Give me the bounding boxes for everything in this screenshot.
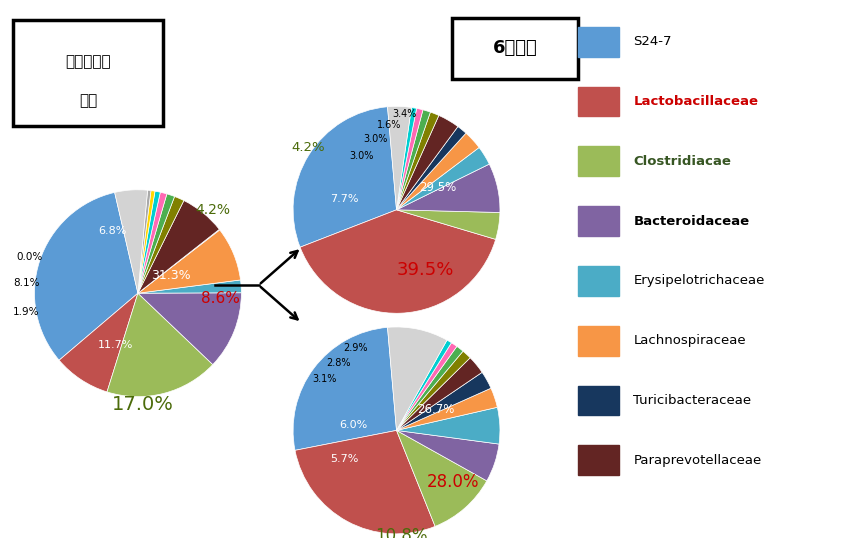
Bar (577, 266, 618, 296)
Text: Lachnospiraceae: Lachnospiraceae (633, 334, 745, 347)
Text: Lactobacillaceae: Lactobacillaceae (633, 95, 758, 108)
Wedge shape (115, 190, 147, 293)
Wedge shape (396, 407, 499, 444)
Text: 水切り替え: 水切り替え (65, 54, 111, 69)
Text: Erysipelotrichaceae: Erysipelotrichaceae (633, 274, 764, 287)
Wedge shape (138, 229, 220, 293)
Text: 8.6%: 8.6% (201, 291, 240, 306)
FancyBboxPatch shape (14, 19, 163, 126)
Text: 26.7%: 26.7% (417, 403, 454, 416)
Bar (577, 146, 618, 176)
FancyBboxPatch shape (452, 18, 577, 79)
Bar (577, 326, 618, 356)
Wedge shape (138, 191, 160, 293)
Bar (577, 27, 618, 56)
Wedge shape (396, 388, 497, 430)
Wedge shape (138, 192, 167, 293)
Wedge shape (107, 293, 213, 397)
Bar (577, 445, 618, 475)
Wedge shape (396, 343, 456, 430)
Text: 0.0%: 0.0% (16, 252, 42, 262)
Wedge shape (396, 108, 423, 210)
Wedge shape (293, 107, 396, 247)
Wedge shape (396, 430, 486, 526)
Text: 直前: 直前 (79, 94, 97, 108)
Text: 1.9%: 1.9% (13, 307, 40, 317)
Wedge shape (396, 108, 416, 210)
Text: 28.0%: 28.0% (427, 473, 479, 491)
Wedge shape (138, 230, 240, 293)
Text: Turicibacteraceae: Turicibacteraceae (633, 394, 751, 407)
Text: 2.9%: 2.9% (343, 343, 367, 352)
Wedge shape (396, 430, 499, 481)
Text: 17.0%: 17.0% (112, 395, 174, 414)
Wedge shape (34, 193, 138, 360)
Wedge shape (138, 194, 175, 293)
Wedge shape (396, 340, 451, 430)
Text: 天領水群: 天領水群 (376, 352, 416, 370)
Text: 8.1%: 8.1% (13, 278, 40, 288)
Text: Bacteroidaceae: Bacteroidaceae (633, 215, 749, 228)
Text: Clostridiacae: Clostridiacae (633, 155, 730, 168)
Wedge shape (396, 112, 438, 210)
Wedge shape (294, 430, 435, 534)
Text: 5.7%: 5.7% (331, 455, 358, 464)
Wedge shape (138, 190, 155, 293)
Wedge shape (138, 196, 183, 293)
Bar (577, 386, 618, 415)
Text: Paraprevotellaceae: Paraprevotellaceae (633, 454, 761, 467)
Text: 2.8%: 2.8% (326, 358, 350, 368)
Wedge shape (396, 351, 469, 430)
Text: 31.3%: 31.3% (151, 269, 190, 282)
Wedge shape (293, 327, 396, 450)
Wedge shape (138, 201, 219, 293)
Wedge shape (138, 293, 241, 365)
Wedge shape (300, 210, 495, 313)
Text: 3.0%: 3.0% (363, 134, 387, 145)
Text: 4.2%: 4.2% (195, 203, 230, 217)
Bar (577, 206, 618, 236)
Text: 6.8%: 6.8% (98, 226, 126, 236)
Wedge shape (396, 164, 499, 213)
Text: 3.1%: 3.1% (312, 374, 336, 384)
Text: 39.5%: 39.5% (396, 261, 454, 279)
Wedge shape (396, 210, 499, 239)
Wedge shape (138, 190, 151, 293)
Wedge shape (396, 110, 430, 210)
Wedge shape (396, 133, 479, 210)
Text: 4.2%: 4.2% (291, 141, 325, 154)
Text: S24-7: S24-7 (633, 35, 671, 48)
Wedge shape (396, 346, 462, 430)
Wedge shape (396, 126, 466, 210)
Text: 6ケ月後: 6ケ月後 (492, 39, 536, 58)
Bar (577, 87, 618, 116)
Text: 7.7%: 7.7% (330, 194, 359, 204)
Wedge shape (387, 327, 447, 430)
Text: 29.5%: 29.5% (418, 181, 456, 194)
Wedge shape (59, 293, 138, 392)
Text: 10.8%: 10.8% (375, 527, 427, 538)
Wedge shape (396, 116, 457, 210)
Text: 11.7%: 11.7% (97, 340, 133, 350)
Wedge shape (138, 280, 241, 293)
Text: 3.0%: 3.0% (349, 151, 373, 161)
Text: 3.4%: 3.4% (392, 109, 417, 118)
Wedge shape (387, 107, 411, 210)
Wedge shape (396, 372, 491, 430)
Text: 1.6%: 1.6% (376, 120, 401, 130)
Wedge shape (396, 147, 489, 210)
Text: 6.0%: 6.0% (338, 420, 367, 430)
Wedge shape (396, 358, 481, 430)
